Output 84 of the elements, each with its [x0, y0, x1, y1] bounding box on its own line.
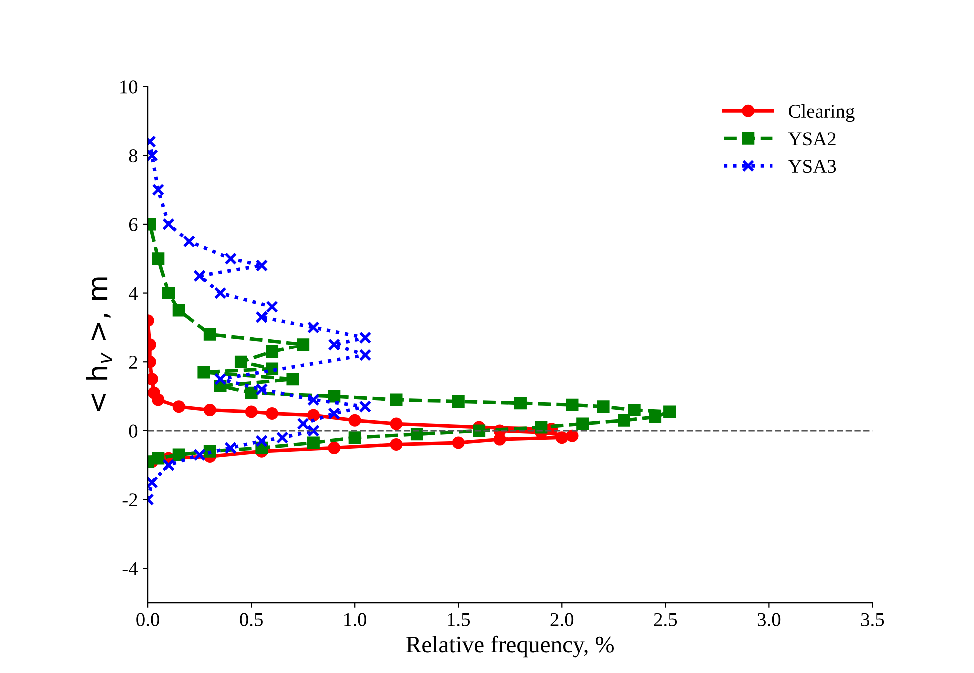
point: [348, 414, 362, 427]
point: [214, 373, 227, 386]
point: [245, 406, 258, 418]
y-tick-label: 0: [129, 424, 138, 438]
point: [628, 404, 641, 417]
point: [172, 448, 186, 462]
point: [162, 287, 176, 300]
point: [359, 348, 372, 362]
point: [256, 260, 268, 272]
point: [266, 407, 279, 420]
legend-label: Clearing: [789, 104, 855, 122]
point: [664, 406, 676, 418]
point: [297, 338, 310, 352]
legend-label: YSA3: [788, 160, 836, 174]
point: [266, 300, 279, 314]
point: [390, 438, 403, 451]
point: [390, 418, 403, 430]
point: [162, 459, 176, 472]
y-tick-label: -4: [122, 562, 138, 576]
point: [556, 432, 568, 444]
point: [307, 321, 320, 334]
point: [204, 404, 216, 417]
x-tick-label: 0.0: [136, 613, 160, 626]
point: [328, 390, 341, 403]
point: [152, 184, 165, 196]
point: [245, 386, 258, 400]
point: [152, 452, 165, 465]
x-tick-label: 2.0: [550, 613, 574, 626]
point: [256, 383, 268, 396]
x-tick-label: 3.0: [758, 613, 781, 626]
point: [256, 435, 268, 448]
x-tick-label: 1.0: [344, 613, 367, 626]
y-tick-label: -2: [122, 494, 138, 507]
point: [148, 386, 161, 400]
y-tick-label: 6: [129, 218, 138, 232]
point: [204, 328, 216, 341]
point: [307, 436, 320, 450]
x-tick-label: 1.5: [448, 613, 470, 626]
point: [328, 407, 341, 420]
y-axis-title: < h$_{v}$ >, m: [86, 278, 112, 412]
point: [194, 448, 206, 462]
point: [172, 304, 186, 317]
point: [348, 432, 362, 444]
point: [276, 432, 289, 444]
point: [597, 400, 610, 414]
point: [266, 346, 279, 358]
point: [214, 287, 227, 300]
point: [566, 430, 579, 442]
point: [328, 442, 341, 454]
x-tick-label: 3.5: [861, 613, 884, 626]
x-tick-label: 0.5: [240, 613, 263, 626]
point: [234, 356, 248, 368]
point: [172, 400, 186, 414]
point: [198, 366, 210, 379]
point: [576, 418, 590, 430]
point: [307, 424, 320, 438]
point: [390, 394, 403, 406]
point: [514, 397, 527, 410]
point: [649, 410, 662, 424]
point: [183, 235, 196, 248]
y-tick-label: 10: [120, 80, 138, 94]
legend-label: YSA2: [788, 132, 836, 146]
point: [328, 338, 341, 352]
point: [224, 252, 238, 266]
point: [307, 394, 320, 406]
point: [359, 400, 372, 414]
y-tick-label: 2: [129, 356, 138, 369]
point: [452, 395, 465, 408]
point: [286, 373, 300, 386]
point: [307, 409, 320, 422]
x-axis-title: Relative frequency, %: [406, 636, 614, 658]
x-tick-label: 2.5: [654, 613, 678, 626]
point: [566, 398, 579, 412]
point: [452, 436, 465, 450]
y-tick-label: 8: [129, 149, 138, 163]
point: [359, 332, 372, 344]
point: [297, 418, 310, 430]
point: [162, 218, 176, 231]
point: [224, 442, 238, 454]
point: [618, 414, 630, 427]
point: [194, 270, 206, 282]
y-tick-label: 4: [128, 287, 138, 300]
point: [256, 311, 268, 324]
point: [152, 252, 165, 266]
